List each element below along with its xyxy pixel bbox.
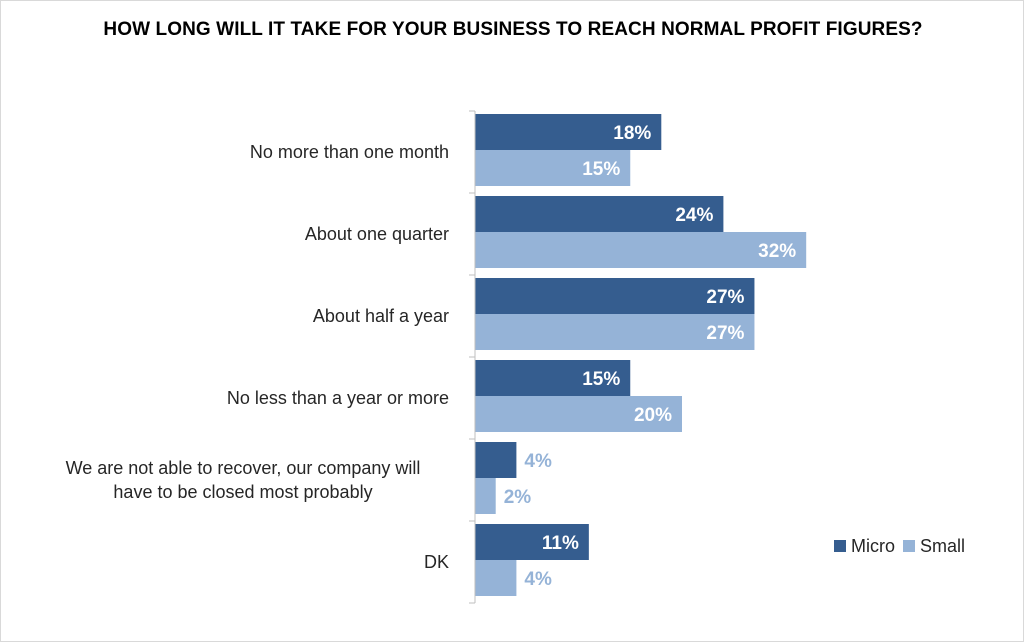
legend: Micro Small bbox=[834, 536, 965, 556]
category-label: About one quarter bbox=[305, 224, 449, 244]
category-label: DK bbox=[424, 552, 449, 572]
bars bbox=[475, 114, 807, 596]
category-label: We are not able to recover, our company … bbox=[66, 458, 421, 502]
category-label-line: have to be closed most probably bbox=[113, 482, 372, 502]
bar-small bbox=[475, 396, 682, 432]
chart-title: HOW LONG WILL IT TAKE FOR YOUR BUSINESS … bbox=[103, 19, 923, 40]
category-label-line: No more than one month bbox=[250, 142, 449, 162]
bar-small bbox=[475, 478, 496, 514]
data-label-small: 15% bbox=[582, 159, 620, 180]
category-label-line: No less than a year or more bbox=[227, 388, 449, 408]
category-label-line: We are not able to recover, our company … bbox=[66, 458, 421, 478]
data-labels: 18% 15% 24% 32% 27% 27% 15% 20% 4% 2% 11% 4% bbox=[504, 123, 797, 590]
category-label-line: DK bbox=[424, 552, 449, 572]
bar-micro bbox=[475, 278, 755, 314]
legend-label-micro: Micro bbox=[851, 536, 895, 556]
category-label: No less than a year or more bbox=[227, 388, 449, 408]
category-axis-ticks bbox=[469, 110, 475, 604]
data-label-micro: 27% bbox=[706, 287, 744, 308]
data-label-small: 32% bbox=[758, 241, 796, 262]
bar-micro bbox=[475, 524, 589, 560]
data-label-micro: 11% bbox=[542, 533, 579, 554]
data-label-micro: 15% bbox=[582, 369, 620, 390]
data-label-micro: 24% bbox=[675, 205, 713, 226]
category-label-line: About half a year bbox=[313, 306, 449, 326]
data-label-small: 2% bbox=[504, 487, 532, 508]
data-label-small: 4% bbox=[524, 569, 552, 590]
bar-small bbox=[475, 150, 631, 186]
bar-small bbox=[475, 232, 807, 268]
legend-swatch-small bbox=[903, 540, 915, 552]
data-label-small: 20% bbox=[634, 405, 672, 426]
bar-small bbox=[475, 560, 517, 596]
category-label: No more than one month bbox=[250, 142, 449, 162]
bar-micro bbox=[475, 360, 631, 396]
bar-micro bbox=[475, 114, 662, 150]
bar-micro bbox=[475, 442, 517, 478]
category-label: About half a year bbox=[313, 306, 449, 326]
legend-swatch-micro bbox=[834, 540, 846, 552]
data-label-micro: 18% bbox=[613, 123, 651, 144]
bar-small bbox=[475, 314, 755, 350]
category-labels: No more than one month About one quarter A… bbox=[66, 142, 449, 572]
bar-micro bbox=[475, 196, 724, 232]
data-label-small: 27% bbox=[706, 323, 744, 344]
legend-label-small: Small bbox=[920, 536, 965, 556]
category-label-line: About one quarter bbox=[305, 224, 449, 244]
data-label-micro: 4% bbox=[524, 451, 552, 472]
